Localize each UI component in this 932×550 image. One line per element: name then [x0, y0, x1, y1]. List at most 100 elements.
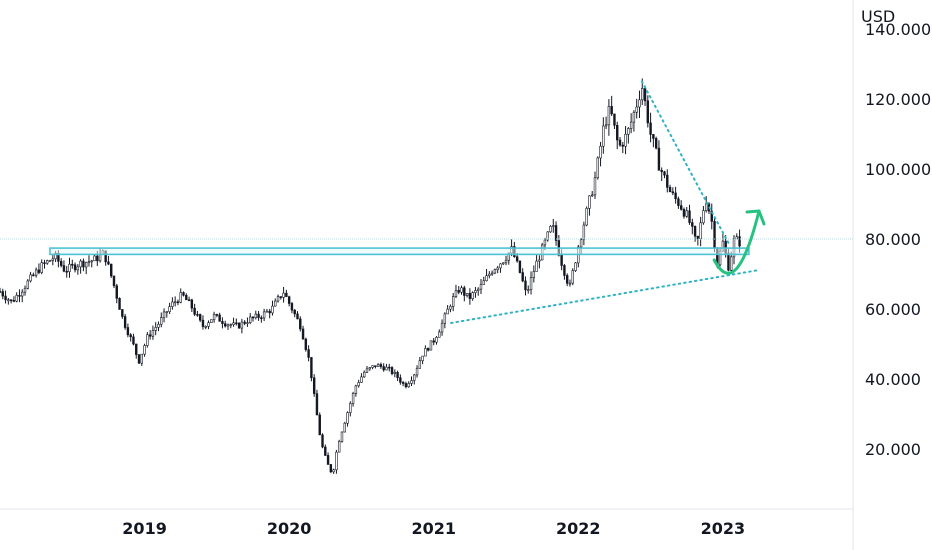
candle [143, 343, 146, 357]
candle-body [596, 157, 599, 179]
candle-body [315, 393, 319, 416]
candle [666, 169, 669, 193]
candle [646, 95, 650, 128]
candle-body [529, 277, 533, 291]
candle-body [571, 270, 574, 284]
candle-body [4, 295, 7, 301]
candle [363, 370, 366, 378]
candle-body [329, 464, 333, 473]
candle-body [374, 365, 377, 367]
candle [240, 318, 244, 334]
candle-body [187, 299, 191, 302]
candle-body [68, 263, 71, 272]
candle [621, 141, 624, 154]
time-axis[interactable]: 2019 2020 2021 2022 2023 [122, 519, 745, 538]
candle [429, 340, 433, 351]
candle-body [627, 128, 630, 135]
candle [588, 195, 591, 216]
candle [351, 391, 355, 407]
candle-body [602, 125, 605, 147]
candle [148, 330, 152, 340]
candle-body [390, 367, 394, 374]
candle-body [493, 269, 497, 274]
x-tick-label: 2023 [701, 519, 746, 538]
candle-body [132, 336, 135, 345]
candle [321, 433, 324, 449]
candle [404, 381, 408, 389]
x-tick-label: 2021 [411, 519, 456, 538]
candle [207, 320, 210, 330]
candle-body [346, 412, 349, 424]
candle [376, 363, 380, 367]
candle [568, 279, 572, 287]
candle [354, 384, 358, 397]
candle [549, 225, 552, 233]
candle [118, 297, 121, 310]
candle [432, 337, 435, 346]
candle-body [7, 299, 10, 302]
candle-body [371, 365, 374, 368]
candle [112, 275, 116, 289]
candle [504, 255, 508, 266]
candle-body [137, 354, 141, 364]
candle-body [229, 324, 232, 326]
candle-body [629, 121, 633, 129]
candle [165, 311, 169, 318]
candle-body [399, 377, 402, 383]
candle [132, 333, 135, 346]
candle-body [73, 264, 77, 271]
candle-body [613, 113, 616, 126]
candle [76, 264, 80, 275]
candle-body [40, 262, 43, 273]
candle-body [287, 296, 291, 304]
candle-body [84, 262, 88, 268]
candle [671, 187, 675, 196]
candle [65, 265, 68, 278]
candle-body [335, 451, 338, 471]
candle [68, 257, 71, 278]
y-tick-label: 140.000 [865, 20, 931, 39]
candle-body [271, 305, 274, 314]
price-axis[interactable]: 20.000 40.000 60.000 80.000 100.000 120.000 14… [865, 20, 931, 459]
candle-body [171, 301, 174, 307]
candle [693, 225, 697, 242]
candle [496, 265, 499, 274]
candle [360, 373, 363, 383]
candle [285, 289, 288, 297]
candle [529, 271, 533, 295]
candle-body [190, 299, 194, 309]
candle [499, 263, 502, 273]
candle [463, 285, 466, 302]
candle [635, 98, 638, 119]
candle [229, 323, 232, 329]
candle-body [71, 263, 74, 266]
candle [262, 308, 266, 322]
candle-body [696, 235, 700, 239]
candle-body [618, 139, 622, 146]
candle [657, 140, 661, 171]
candle [123, 313, 127, 330]
y-tick-label: 80.000 [865, 230, 921, 249]
candle [485, 268, 488, 282]
candle-body [15, 295, 18, 302]
candle [691, 218, 694, 235]
candle-body [621, 144, 624, 147]
candlestick-series [0, 78, 741, 474]
candle-body [282, 292, 285, 298]
candle [307, 345, 310, 362]
candle-body [185, 294, 188, 301]
candle-body [532, 271, 536, 278]
candle [374, 365, 377, 369]
candle [301, 325, 305, 340]
candle [649, 112, 652, 143]
candle-body [682, 209, 686, 217]
candle-body [426, 348, 430, 351]
candle-body [654, 138, 658, 149]
candle-body [624, 133, 627, 147]
candle-body [196, 313, 199, 316]
candle [32, 272, 35, 277]
rounded-bottom-arrow [712, 209, 761, 275]
candle [260, 315, 263, 323]
y-tick-label: 40.000 [865, 370, 921, 389]
